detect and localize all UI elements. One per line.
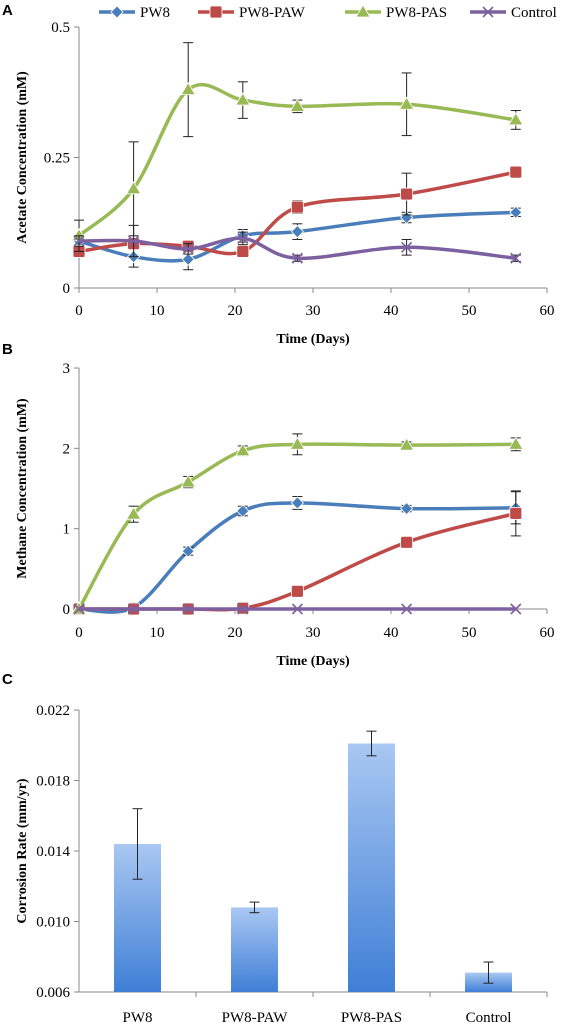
series-line — [77, 442, 516, 610]
y-tick-label: 0.010 — [36, 915, 70, 931]
chart-legend: PW8 PW8-PAW PW8-PAS Control — [99, 4, 557, 21]
y-tick-label: 0.25 — [44, 151, 70, 167]
data-point — [509, 205, 523, 219]
x-tick-label: 20 — [228, 625, 243, 641]
y-axis-title: Methane Concentration (mM) — [15, 398, 30, 579]
x-tick-label: 0 — [75, 303, 83, 319]
data-point — [400, 187, 414, 201]
data-point — [401, 603, 413, 615]
panel-letter: A — [2, 2, 13, 19]
legend-marker — [209, 5, 223, 19]
data-point — [236, 245, 250, 258]
bar-pw8-paw — [231, 907, 278, 992]
legend-label: PW8-PAS — [386, 5, 447, 21]
x-tick-label: 10 — [150, 303, 165, 319]
series-control — [73, 224, 522, 264]
legend-label: PW8-PAW — [239, 5, 306, 21]
data-point — [509, 165, 523, 179]
series-pw8-pas — [71, 42, 524, 252]
data-point — [401, 241, 413, 253]
chart-panel-c: C 0.006 0.010 0.014 0.018 0.022 Corrosion Rate… — [2, 671, 548, 1026]
data-point — [181, 252, 195, 266]
data-point — [236, 504, 250, 518]
y-tick-label: 0.018 — [36, 774, 70, 790]
chart-panel-a: A 0 0.25 0.5 0 10 20 30 40 50 60 Time (Days) Acetate… — [2, 2, 555, 347]
data-point — [128, 235, 140, 247]
panel-letter: C — [2, 671, 13, 688]
data-point — [510, 252, 522, 264]
x-tick-label: 40 — [384, 625, 399, 641]
y-axis-title: Acetate Concentration (mM) — [15, 71, 30, 244]
y-tick-label: 0.006 — [36, 985, 70, 1001]
data-point — [181, 544, 195, 558]
y-tick-label: 3 — [63, 361, 71, 377]
x-tick-label: 50 — [462, 625, 477, 641]
data-point — [180, 474, 196, 488]
category-label: Control — [466, 1010, 512, 1026]
y-tick-label: 0.5 — [51, 20, 70, 36]
y-tick-label: 0 — [63, 602, 71, 618]
data-point — [73, 235, 85, 247]
x-tick-label: 20 — [228, 303, 243, 319]
category-label: PW8-PAS — [341, 1010, 402, 1026]
category-label: PW8 — [123, 1010, 153, 1026]
data-point — [290, 584, 304, 598]
category-label: PW8-PAW — [222, 1010, 289, 1026]
x-axis-title: Time (Days) — [276, 654, 350, 669]
series-control — [73, 603, 522, 615]
data-point — [237, 232, 249, 244]
data-point — [398, 96, 415, 110]
y-tick-label: 1 — [63, 522, 71, 538]
legend-label: Control — [511, 5, 557, 21]
data-point — [235, 442, 251, 457]
legend-label: PW8 — [140, 5, 170, 21]
data-point — [510, 603, 522, 615]
y-axis-title: Corrosion Rate (mm/yr) — [15, 778, 30, 923]
data-point — [235, 92, 251, 106]
data-point — [289, 436, 306, 450]
x-tick-label: 60 — [540, 303, 555, 319]
data-point — [289, 98, 306, 112]
legend-marker — [110, 5, 124, 19]
data-point — [291, 252, 303, 264]
data-point — [237, 603, 249, 615]
data-point — [182, 603, 194, 615]
legend-marker — [482, 6, 494, 18]
y-tick-label: 2 — [63, 441, 71, 457]
data-point — [73, 603, 85, 615]
data-point — [508, 436, 524, 450]
data-point — [291, 603, 303, 615]
data-point — [509, 507, 523, 520]
data-point — [125, 181, 142, 195]
data-point — [290, 225, 304, 239]
y-tick-label: 0.014 — [36, 844, 70, 860]
y-tick-label: 0.022 — [36, 703, 70, 719]
x-tick-label: 0 — [75, 625, 83, 641]
data-point — [128, 603, 140, 615]
data-point — [125, 506, 142, 520]
data-point — [290, 200, 304, 214]
data-point — [400, 535, 414, 549]
x-tick-label: 10 — [150, 625, 165, 641]
x-axis-title: Time (Days) — [276, 332, 350, 347]
x-tick-label: 60 — [540, 625, 555, 641]
data-point — [290, 496, 304, 510]
x-tick-label: 30 — [306, 625, 321, 641]
data-point — [180, 81, 196, 96]
data-point — [400, 502, 414, 516]
data-point — [182, 243, 194, 255]
y-tick-label: 0 — [63, 281, 71, 297]
x-tick-label: 50 — [462, 303, 477, 319]
data-point — [398, 437, 415, 451]
legend-marker — [355, 4, 371, 18]
x-tick-label: 40 — [384, 303, 399, 319]
panel-letter: B — [2, 341, 13, 358]
x-tick-label: 30 — [306, 303, 321, 319]
bar-pw8-pas — [348, 743, 395, 992]
series-pw8-pas — [71, 433, 524, 615]
data-point — [508, 112, 524, 126]
